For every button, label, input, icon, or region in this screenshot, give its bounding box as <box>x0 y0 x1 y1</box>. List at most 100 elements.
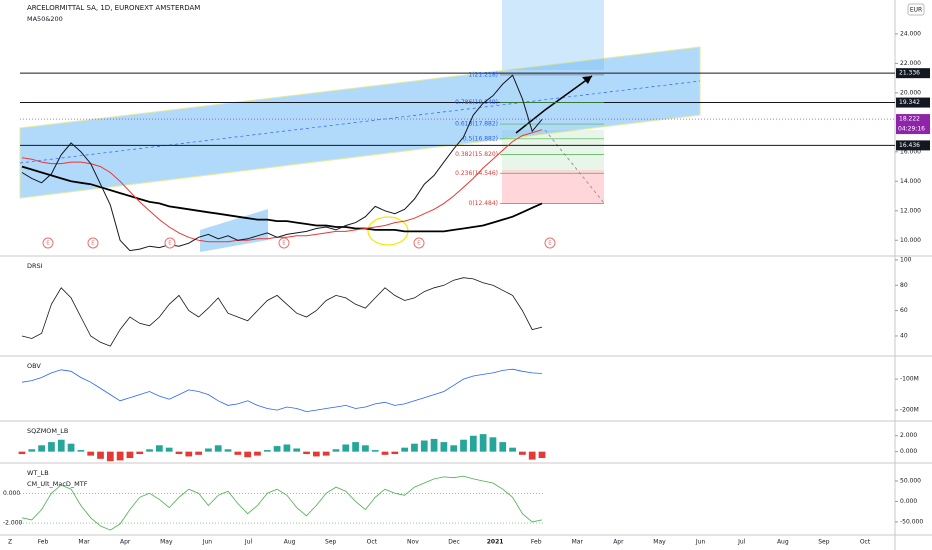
histogram-bar <box>244 451 252 458</box>
histogram-bar <box>381 451 389 455</box>
panel-label: OBV <box>27 362 41 370</box>
time-label: Aug <box>777 539 789 546</box>
histogram-bar <box>283 444 291 452</box>
histogram-bar <box>195 451 202 455</box>
time-label: Sep <box>818 539 830 546</box>
panel-tick-label: -100M <box>900 376 919 383</box>
panel-tick-label: 0.000 <box>900 498 917 505</box>
event-marker[interactable] <box>278 237 290 249</box>
histogram-bar <box>332 449 340 452</box>
histogram-bar <box>499 442 507 452</box>
histogram-bar <box>401 447 409 452</box>
fib-label: 1(21.218) <box>469 71 499 78</box>
level-badge <box>896 140 930 151</box>
histogram-bar <box>352 442 359 452</box>
time-label: May <box>160 539 173 546</box>
time-label: Jun <box>695 539 706 546</box>
panel-label: DRSI <box>27 262 43 270</box>
time-label: Dec <box>448 539 460 546</box>
time-label: Apr <box>120 539 131 546</box>
event-marker[interactable] <box>87 237 99 249</box>
event-label: E <box>417 241 421 247</box>
histogram-bar <box>362 445 369 452</box>
last-price: 18.222 <box>899 116 920 123</box>
histogram-bar <box>528 451 536 460</box>
event-label: E <box>548 241 552 247</box>
histogram-bar <box>205 448 212 452</box>
histogram-bar <box>342 444 350 452</box>
time-label: Jun <box>202 539 213 546</box>
time-label: Aug <box>284 539 296 546</box>
time-label: Oct <box>860 539 871 546</box>
panel-label: CM_Ult_MacD_MTF <box>27 480 88 488</box>
histogram-bar <box>411 443 418 452</box>
time-label: Mar <box>572 539 584 546</box>
time-label: Jul <box>737 539 746 546</box>
panel-tick-label: -200M <box>900 407 919 414</box>
price-tick-label: 20.000 <box>900 89 921 96</box>
fib-label: 0.5(16.882) <box>463 135 498 142</box>
histogram-bar <box>509 447 516 452</box>
price-tick-label: 12.000 <box>900 207 921 214</box>
event-marker[interactable] <box>413 237 425 249</box>
time-label: Oct <box>367 539 378 546</box>
price-tick-label: 22.000 <box>900 60 921 67</box>
level-label: 19.342 <box>899 99 920 106</box>
left-tick-label: 0.000 <box>3 490 20 497</box>
histogram-bar <box>57 439 65 452</box>
time-label: Apr <box>613 539 624 546</box>
panel-tick-label: 50.000 <box>900 477 921 484</box>
histogram-bar <box>460 439 467 452</box>
event-marker[interactable] <box>42 237 54 249</box>
histogram-bar <box>38 445 45 452</box>
subtitle: MA50&200 <box>27 15 63 23</box>
histogram-bar <box>136 451 144 455</box>
fib-label: 0.236(14.546) <box>455 170 498 177</box>
histogram-bar <box>67 443 75 452</box>
currency-box[interactable] <box>907 3 925 16</box>
close-line <box>21 74 543 252</box>
ma50-line <box>21 129 543 243</box>
event-label: E <box>168 241 172 247</box>
price-tick-label: 24.000 <box>900 30 921 37</box>
price-tick-label: 16.000 <box>900 148 921 155</box>
time-label: May <box>653 539 666 546</box>
price-tick-label: 10.000 <box>900 237 921 244</box>
corner: Z <box>8 539 12 546</box>
histogram-bar <box>126 451 134 459</box>
histogram-bar <box>234 451 242 455</box>
arrow-head <box>582 76 592 84</box>
panel-tick-label: 2.000 <box>900 432 917 439</box>
countdown: 04:29:16 <box>898 126 925 133</box>
histogram-bar <box>489 437 497 452</box>
histogram-bar <box>371 450 379 452</box>
event-label: E <box>282 241 286 247</box>
level-badge <box>896 68 930 79</box>
panel-tick-label: 80 <box>900 282 908 289</box>
time-label: Mar <box>78 539 90 546</box>
histogram-bar <box>312 451 320 457</box>
panel-tick-label: 40 <box>900 332 908 339</box>
time-label: Sep <box>325 539 337 546</box>
channel <box>19 46 701 199</box>
histogram-bar <box>469 435 477 452</box>
target-zone <box>502 0 604 70</box>
histogram-bar <box>18 451 26 455</box>
histogram-bar <box>430 438 438 452</box>
histogram-bar <box>28 449 36 452</box>
time-label: Feb <box>531 539 542 546</box>
histogram-bar <box>420 440 428 452</box>
panel-label: WT_LB <box>27 469 49 477</box>
projection-arrow <box>515 75 593 134</box>
time-label: Jul <box>244 539 253 546</box>
panel-label: SQZMOM_LB <box>27 427 68 435</box>
histogram-bar <box>214 445 222 452</box>
indicator-line <box>21 277 543 347</box>
histogram-bar <box>450 445 458 452</box>
event-marker[interactable] <box>164 237 176 249</box>
event-marker[interactable] <box>544 237 556 249</box>
event-label: E <box>91 241 95 247</box>
histogram-bar <box>391 451 399 455</box>
